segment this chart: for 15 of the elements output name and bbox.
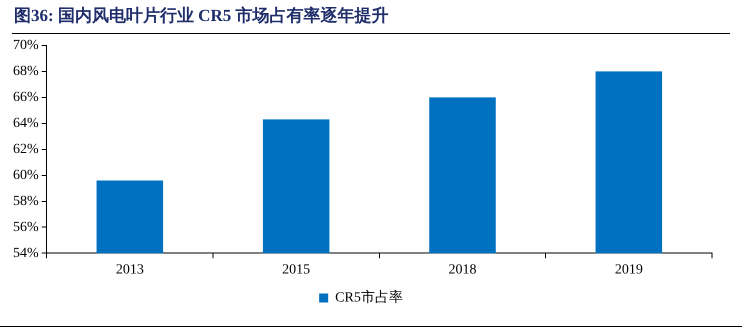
x-tick-label: 2018 xyxy=(448,262,476,278)
y-tick-label: 56% xyxy=(12,220,39,235)
x-tick-label: 2019 xyxy=(614,262,643,278)
chart-title: 图36: 国内风电叶片行业 CR5 市场占有率逐年提升 xyxy=(12,0,730,34)
y-tick-label: 68% xyxy=(12,64,39,80)
y-tick-label: 62% xyxy=(12,142,39,157)
y-tick-label: 60% xyxy=(12,168,39,183)
y-tick-label: 54% xyxy=(12,246,39,261)
y-tick-label: 64% xyxy=(12,116,39,131)
x-tick-label: 2013 xyxy=(116,262,144,278)
y-tick-label: 66% xyxy=(12,90,39,106)
legend-label: CR5市占率 xyxy=(335,290,403,306)
x-tick-label: 2015 xyxy=(282,262,310,278)
y-tick-label: 70% xyxy=(12,38,39,54)
y-tick-label: 58% xyxy=(12,194,39,209)
